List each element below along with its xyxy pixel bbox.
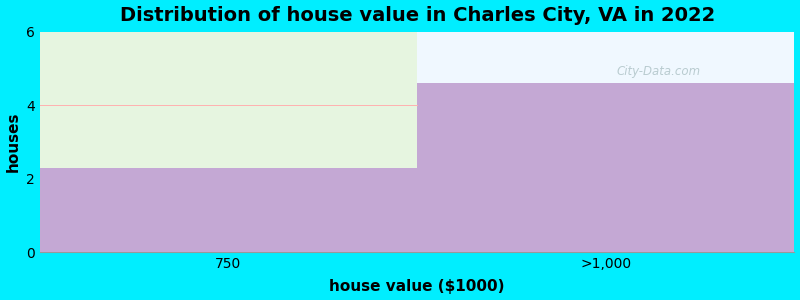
Y-axis label: houses: houses xyxy=(6,112,21,172)
X-axis label: house value ($1000): house value ($1000) xyxy=(330,279,505,294)
Title: Distribution of house value in Charles City, VA in 2022: Distribution of house value in Charles C… xyxy=(119,6,714,25)
Text: City-Data.com: City-Data.com xyxy=(617,65,701,78)
